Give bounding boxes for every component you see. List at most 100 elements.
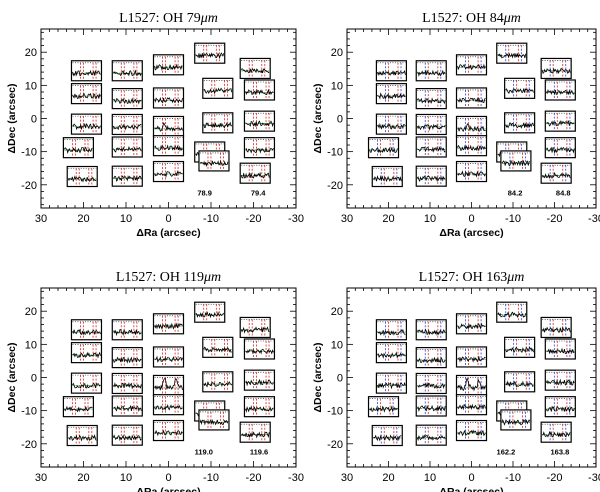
spaxel-spectrum	[496, 301, 528, 323]
spaxel-box	[202, 336, 234, 358]
x-tick-label: 0	[165, 213, 171, 225]
spaxel-spectrum	[111, 319, 143, 341]
spectrum-trace	[112, 69, 142, 77]
spaxel-spectrum	[375, 342, 408, 364]
spaxel-box	[544, 396, 576, 418]
spaxel-spectrum	[70, 342, 103, 364]
spectrum-trace	[72, 69, 101, 77]
spaxel-spectrum	[455, 419, 488, 442]
panel-4: L1527: OH 163μm 30 20 10 0 -10 -20 -30 -20 -10 0 10…	[312, 270, 600, 492]
spectrum-trace	[245, 88, 274, 96]
x-axis-label: ΔRa (arcsec)	[439, 486, 503, 492]
spaxel-spectrum	[455, 135, 488, 157]
spaxel-spectrum	[202, 112, 234, 134]
spaxel-spectrum	[455, 160, 488, 183]
spaxel-box	[415, 319, 447, 341]
spaxel-spectrum	[239, 316, 271, 339]
spaxel-box	[500, 150, 532, 172]
y-axis-label: ΔDec (arcsec)	[6, 342, 18, 412]
spaxel-spectrum	[70, 319, 103, 341]
spaxel-spectrum	[152, 54, 185, 76]
panel-title-text: L1527: OH 84	[422, 11, 504, 26]
spaxel-spectrum	[243, 110, 276, 132]
y-tick-label: 0	[337, 114, 343, 126]
spaxel-box	[504, 371, 536, 393]
spectrum-trace	[154, 355, 183, 363]
y-tick-label: 10	[25, 80, 37, 92]
spaxel-box	[455, 394, 488, 416]
spaxel-spectrum	[152, 374, 185, 397]
wavelength-label: 84.8	[556, 189, 571, 198]
spaxel-spectrum	[202, 371, 234, 393]
spaxel-box	[111, 113, 143, 136]
spectrum-trace	[546, 120, 575, 127]
spectrum-trace	[154, 322, 183, 330]
spectrum-trace	[505, 88, 534, 94]
spectrum-trace	[545, 146, 575, 154]
spectrum-trace	[457, 403, 486, 411]
x-tick-label: 10	[424, 472, 436, 484]
spaxel-spectrum	[415, 60, 447, 82]
wavelength-label: 119.0	[195, 448, 213, 457]
spectrum-trace	[541, 326, 571, 333]
spectrum-trace	[72, 351, 101, 359]
x-tick-label: 10	[424, 213, 436, 225]
spaxel-box	[540, 316, 572, 339]
panel-title: L1527: OH 163μm	[419, 270, 525, 285]
spaxel-box	[500, 409, 532, 431]
y-tick-label: -20	[327, 180, 343, 192]
spectrum-trace	[545, 378, 575, 386]
spaxel-spectrum	[375, 83, 408, 105]
panel-title-text: L1527: OH 79	[119, 11, 201, 26]
spaxel-box	[70, 372, 103, 394]
spaxel-box	[152, 160, 185, 183]
spaxel-box	[152, 87, 185, 109]
spaxel-box	[540, 421, 572, 443]
panel-title-text: L1527: OH 119	[116, 270, 204, 285]
y-axis-label: ΔDec (arcsec)	[312, 83, 324, 153]
spaxel-spectrum	[111, 347, 143, 369]
spectrum-trace	[245, 147, 274, 154]
spaxel-box	[239, 316, 271, 339]
spaxel-box	[243, 396, 276, 418]
spaxel-box	[111, 424, 143, 446]
spectrum-trace	[416, 404, 446, 412]
spaxel-spectrum	[111, 372, 143, 395]
y-tick-label: -10	[21, 147, 37, 159]
spectrum-trace	[72, 382, 101, 389]
spectrum-trace	[416, 434, 446, 442]
spaxel-spectrum	[70, 83, 103, 105]
spectrum-trace	[113, 328, 142, 337]
y-tick-label: -10	[21, 406, 37, 418]
spectrum-trace	[501, 159, 530, 167]
spectrum-trace	[112, 146, 142, 153]
spaxel-box	[415, 395, 447, 417]
spaxel-spectrum	[66, 165, 98, 188]
panel-title: L1527: OH 79μm	[119, 11, 218, 26]
spectrum-trace	[245, 120, 274, 128]
spaxel-spectrum	[455, 313, 488, 335]
spectrum-trace	[72, 92, 101, 100]
spectrum-trace	[505, 346, 534, 354]
spaxel-spectrum	[198, 150, 230, 172]
spaxel-box	[455, 313, 488, 335]
spaxel-spectrum	[194, 301, 226, 323]
spaxel-spectrum	[202, 336, 234, 358]
spaxel-box	[504, 77, 536, 99]
spectrum-trace	[245, 378, 274, 387]
spectrum-trace	[372, 175, 402, 183]
spaxel-spectrum	[496, 42, 528, 64]
spaxel-spectrum	[375, 113, 408, 135]
spaxel-box	[152, 346, 185, 368]
spectrum-trace	[113, 97, 142, 105]
spaxel-spectrum	[367, 137, 400, 159]
spectrum-trace	[546, 347, 575, 355]
spaxel-spectrum	[540, 162, 572, 184]
y-tick-label: 0	[31, 114, 37, 126]
spaxel-box	[415, 372, 447, 395]
spaxel-box	[239, 162, 271, 184]
spectrum-trace	[112, 123, 142, 131]
spaxel-box	[540, 57, 572, 80]
spaxel-spectrum	[540, 421, 572, 443]
